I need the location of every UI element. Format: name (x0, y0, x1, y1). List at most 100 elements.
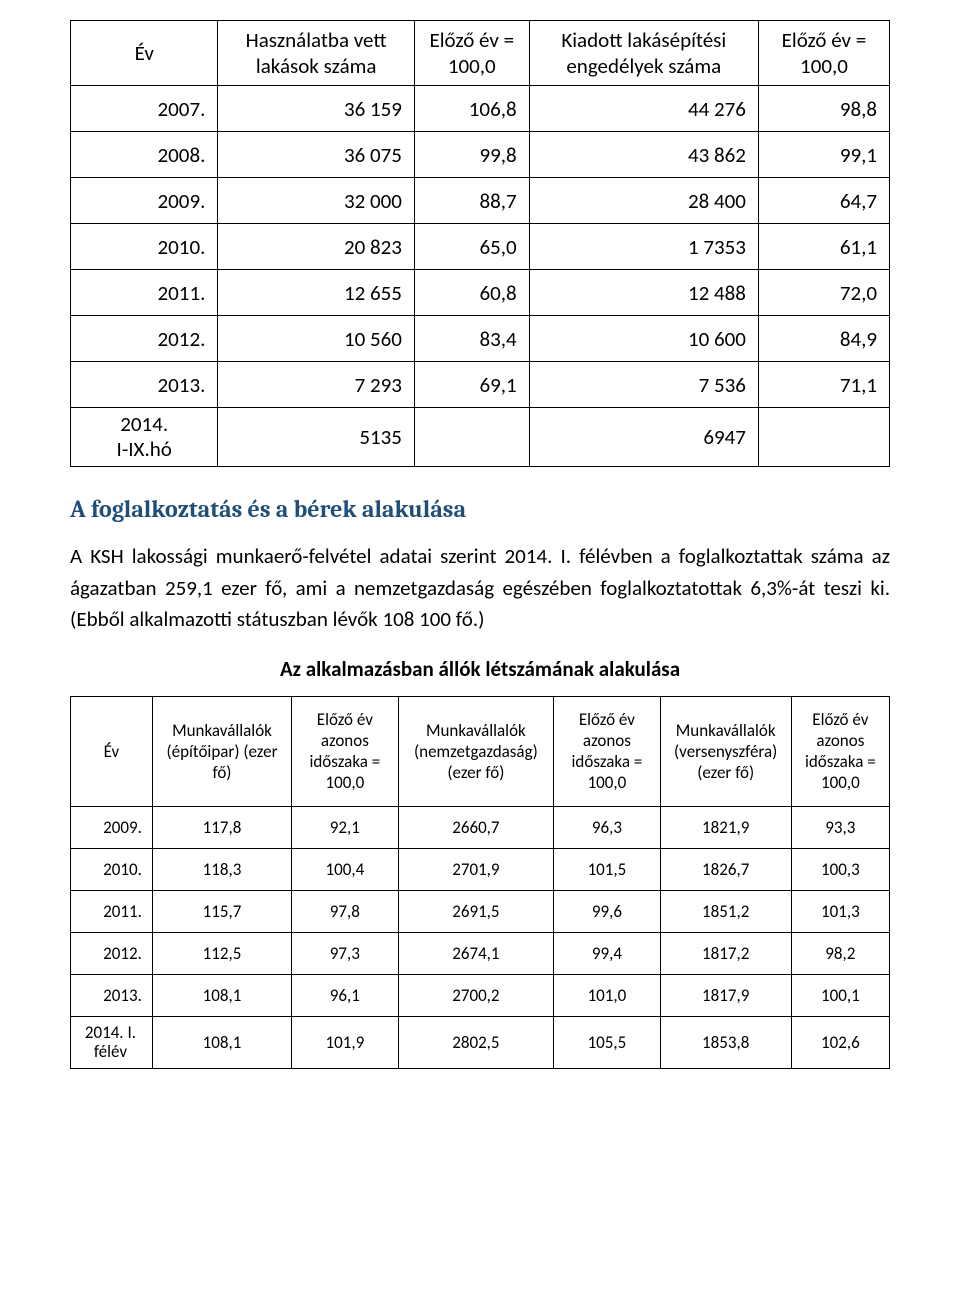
cell: 69,1 (414, 362, 529, 408)
table-row: 2009. 32 000 88,7 28 400 64,7 (71, 178, 890, 224)
body-paragraph: A KSH lakossági munkaerő-felvétel adatai… (70, 541, 890, 636)
cell-year: 2011. (71, 270, 218, 316)
table-row: 2010. 118,3 100,4 2701,9 101,5 1826,7 10… (71, 848, 890, 890)
cell: 93,3 (791, 806, 889, 848)
cell: 108,1 (152, 974, 291, 1016)
cell: 61,1 (758, 224, 889, 270)
cell: 43 862 (529, 132, 758, 178)
cell: 100,1 (791, 974, 889, 1016)
cell: 118,3 (152, 848, 291, 890)
cell: 10 600 (529, 316, 758, 362)
housing-table-body: 2007. 36 159 106,8 44 276 98,8 2008. 36 … (71, 86, 890, 467)
table-row: 2012. 112,5 97,3 2674,1 99,4 1817,2 98,2 (71, 932, 890, 974)
cell: 96,1 (292, 974, 398, 1016)
cell: 2701,9 (398, 848, 554, 890)
table-row: 2008. 36 075 99,8 43 862 99,1 (71, 132, 890, 178)
cell: 5135 (218, 408, 415, 467)
cell: 102,6 (791, 1016, 889, 1068)
cell: 32 000 (218, 178, 415, 224)
cell: 98,8 (758, 86, 889, 132)
cell: 12 655 (218, 270, 415, 316)
cell: 2691,5 (398, 890, 554, 932)
cell: 7 536 (529, 362, 758, 408)
employment-table: Év Munkavállalók (építőipar) (ezer fő) E… (70, 696, 890, 1069)
table-row: 2009. 117,8 92,1 2660,7 96,3 1821,9 93,3 (71, 806, 890, 848)
col-header-national: Munkavállalók (nemzetgazdaság) (ezer fő) (398, 696, 554, 806)
col-header-permits: Kiadott lakásépítési engedélyek száma (529, 21, 758, 86)
cell: 1826,7 (660, 848, 791, 890)
cell: 10 560 (218, 316, 415, 362)
cell-year: 2008. (71, 132, 218, 178)
cell: 84,9 (758, 316, 889, 362)
cell: 98,2 (791, 932, 889, 974)
cell-year: 2013. (71, 974, 153, 1016)
employment-table-body: 2009. 117,8 92,1 2660,7 96,3 1821,9 93,3… (71, 806, 890, 1068)
col-header-prev-year-2: Előző év = 100,0 (758, 21, 889, 86)
cell: 99,8 (414, 132, 529, 178)
table-row: 2014. I-IX.hó 5135 6947 (71, 408, 890, 467)
cell: 60,8 (414, 270, 529, 316)
cell: 117,8 (152, 806, 291, 848)
cell: 1853,8 (660, 1016, 791, 1068)
cell: 99,4 (554, 932, 660, 974)
cell: 71,1 (758, 362, 889, 408)
col-header-competitive: Munkavállalók (versenyszféra) (ezer fő) (660, 696, 791, 806)
cell: 1851,2 (660, 890, 791, 932)
col-header-prev-2: Előző év azonos időszaka = 100,0 (554, 696, 660, 806)
cell-year: 2010. (71, 848, 153, 890)
col-header-used-dwellings: Használatba vett lakások száma (218, 21, 415, 86)
housing-table-head: Év Használatba vett lakások száma Előző … (71, 21, 890, 86)
housing-table: Év Használatba vett lakások száma Előző … (70, 20, 890, 467)
table-header-row: Év Használatba vett lakások száma Előző … (71, 21, 890, 86)
cell: 106,8 (414, 86, 529, 132)
cell (414, 408, 529, 467)
cell: 97,3 (292, 932, 398, 974)
cell: 100,3 (791, 848, 889, 890)
cell-year: 2009. (71, 178, 218, 224)
col-header-prev-1: Előző év azonos időszaka = 100,0 (292, 696, 398, 806)
cell-year: 2009. (71, 806, 153, 848)
col-header-year: Év (71, 21, 218, 86)
cell-year: 2012. (71, 932, 153, 974)
col-header-year: Év (71, 696, 153, 806)
cell: 96,3 (554, 806, 660, 848)
cell: 65,0 (414, 224, 529, 270)
table-row: 2012. 10 560 83,4 10 600 84,9 (71, 316, 890, 362)
cell: 115,7 (152, 890, 291, 932)
cell: 92,1 (292, 806, 398, 848)
cell-year: 2013. (71, 362, 218, 408)
cell: 2660,7 (398, 806, 554, 848)
cell: 36 075 (218, 132, 415, 178)
col-header-prev-year-1: Előző év = 100,0 (414, 21, 529, 86)
cell: 2674,1 (398, 932, 554, 974)
cell: 64,7 (758, 178, 889, 224)
cell-year: 2012. (71, 316, 218, 362)
cell: 6947 (529, 408, 758, 467)
cell: 97,8 (292, 890, 398, 932)
cell-year: 2010. (71, 224, 218, 270)
page: Év Használatba vett lakások száma Előző … (0, 0, 960, 1129)
table-row: 2011. 12 655 60,8 12 488 72,0 (71, 270, 890, 316)
cell: 28 400 (529, 178, 758, 224)
table-row: 2007. 36 159 106,8 44 276 98,8 (71, 86, 890, 132)
cell: 72,0 (758, 270, 889, 316)
table-row: 2014. I. félév 108,1 101,9 2802,5 105,5 … (71, 1016, 890, 1068)
cell-year: 2007. (71, 86, 218, 132)
cell-year: 2014. I-IX.hó (71, 408, 218, 467)
col-header-construction: Munkavállalók (építőipar) (ezer fő) (152, 696, 291, 806)
cell: 100,4 (292, 848, 398, 890)
cell: 1817,9 (660, 974, 791, 1016)
cell: 1817,2 (660, 932, 791, 974)
cell (758, 408, 889, 467)
cell: 44 276 (529, 86, 758, 132)
employment-table-head: Év Munkavállalók (építőipar) (ezer fő) E… (71, 696, 890, 806)
col-header-prev-3: Előző év azonos időszaka = 100,0 (791, 696, 889, 806)
cell: 112,5 (152, 932, 291, 974)
cell: 1821,9 (660, 806, 791, 848)
table-row: 2013. 7 293 69,1 7 536 71,1 (71, 362, 890, 408)
cell: 2700,2 (398, 974, 554, 1016)
table2-title: Az alkalmazásban állók létszámának alaku… (70, 656, 890, 682)
cell: 105,5 (554, 1016, 660, 1068)
cell: 7 293 (218, 362, 415, 408)
cell: 101,5 (554, 848, 660, 890)
